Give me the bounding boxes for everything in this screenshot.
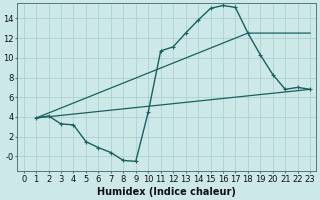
X-axis label: Humidex (Indice chaleur): Humidex (Indice chaleur) — [98, 187, 236, 197]
